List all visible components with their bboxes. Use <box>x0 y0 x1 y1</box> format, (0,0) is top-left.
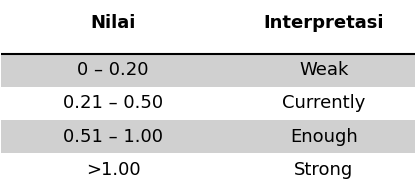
Bar <box>1 120 415 153</box>
Bar <box>1 87 415 120</box>
Text: Currently: Currently <box>282 94 365 113</box>
Text: Strong: Strong <box>294 161 353 179</box>
Text: Weak: Weak <box>299 61 348 79</box>
Bar <box>1 53 415 87</box>
Text: 0 – 0.20: 0 – 0.20 <box>77 61 149 79</box>
Text: 0.51 – 1.00: 0.51 – 1.00 <box>63 128 163 146</box>
Text: Interpretasi: Interpretasi <box>263 14 384 32</box>
Bar <box>1 153 415 187</box>
Text: >1.00: >1.00 <box>86 161 140 179</box>
Text: Nilai: Nilai <box>90 14 136 32</box>
Text: Enough: Enough <box>290 128 358 146</box>
Text: 0.21 – 0.50: 0.21 – 0.50 <box>63 94 163 113</box>
